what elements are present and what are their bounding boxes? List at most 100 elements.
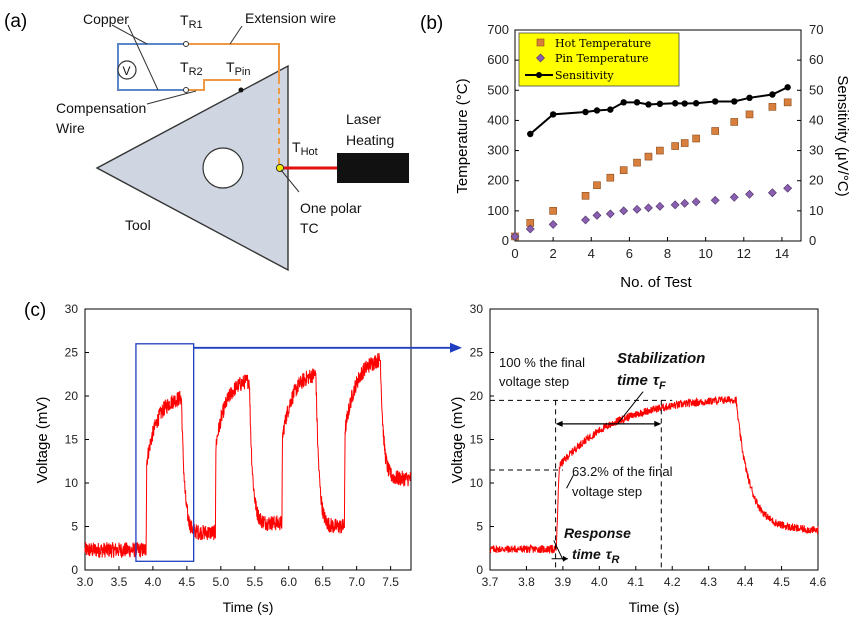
sensitivity-point [681, 100, 688, 107]
x-tick-label: 4.4 [737, 575, 754, 589]
chart-b-ticks: 0 2 4 6 8 10 12 14 0 100 200 300 400 500 600 700 0 10 20 30… [487, 22, 823, 261]
pin-temperature-point [548, 219, 558, 229]
response-leader [553, 540, 564, 560]
legend-pin-marker [536, 53, 545, 63]
legend-hot-label: Hot Temperature [555, 37, 651, 50]
y-tick-label: 5 [476, 520, 483, 534]
pin-temperature-point [745, 189, 754, 199]
x-tick-label: 3.7 [482, 575, 499, 589]
chart-c-right: 3.7 3.8 3.9 4.0 4.1 4.2 4.3 4.4 4.5 4.6 0 5 10 15 20 25… [449, 302, 827, 615]
chart-c-right-annotations [490, 391, 673, 570]
ann-63-line2: voltage step [572, 484, 642, 499]
ann-63-line1: 63.2% of the final [572, 464, 673, 479]
x-tick-label: 5.0 [212, 575, 229, 589]
extension-wire-label: Extension wire [245, 10, 336, 26]
x-tick-label: 4.5 [773, 575, 790, 589]
hot-temperature-point [656, 146, 664, 155]
pin-temperature-point [581, 215, 590, 225]
hot-temperature-point [671, 142, 679, 150]
chart-c-left-ticks: 3.0 3.5 4.0 4.5 5.0 5.5 6.0 6.5 7.0 7.5 0 5 10 15 20 25… [65, 302, 400, 589]
pin-temperature-point [655, 201, 665, 211]
sensitivity-point [731, 98, 738, 105]
stabilization-arrow-left-head [555, 420, 563, 427]
y-tick-label: 10 [65, 476, 79, 490]
pin-temperature-point [592, 210, 602, 220]
hot-temperature-point [581, 191, 590, 200]
pin-temperature-point [605, 209, 615, 219]
ann-100-line1: 100 % the final [499, 355, 585, 370]
legend-sens-marker [536, 72, 542, 78]
y-tick-label: 200 [487, 173, 509, 188]
tool-label: Tool [125, 217, 151, 233]
pin-temperature-point [510, 232, 520, 241]
y2-tick-label: 50 [809, 82, 823, 97]
ann-stab-time: time τF [617, 372, 666, 392]
tc-label-line1: One polar [300, 200, 362, 216]
sensitivity-point [692, 100, 700, 107]
hot-temperature-point [745, 110, 754, 119]
copper-wire-bottom [117, 70, 186, 91]
copper-wire-top [117, 43, 186, 70]
sensitivity-point [784, 84, 791, 91]
sensitivity-point [769, 91, 776, 98]
sensitivity-point [656, 100, 664, 108]
compensation-wire-line [186, 79, 241, 91]
x-tick-label: 6 [626, 246, 633, 261]
voltmeter-icon [117, 60, 137, 80]
ann-resp-main: Response [564, 525, 631, 541]
hot-temperature-point [593, 181, 601, 190]
chart-c-left: 3.0 3.5 4.0 4.5 5.0 5.5 6.0 6.5 7.0 7.5 0 5 10 15 20 25… [34, 302, 412, 615]
x-tick-label: 4 [588, 246, 595, 261]
chart-c-right-xlabel: Time (s) [629, 599, 680, 615]
compensation-label-line2: Wire [56, 120, 85, 136]
response-arrow-head [562, 555, 568, 562]
voltage-63-leader [566, 474, 575, 489]
y-tick-label: 15 [65, 433, 79, 447]
copper-leader-2 [127, 24, 159, 91]
chart-b-legend: Hot Temperature Pin Temperature Sensitiv… [518, 32, 680, 87]
chart-b: 0 2 4 6 8 10 12 14 0 100 200 300 400 500 600 700 0 10 20 30… [454, 22, 851, 291]
junction-pin [238, 87, 244, 93]
x-tick-label: 3.5 [111, 575, 128, 589]
x-tick-label: 4.3 [700, 575, 717, 589]
voltage-trace-long [84, 353, 412, 558]
pin-temperature-point [632, 204, 642, 214]
y-tick-label: 15 [470, 433, 484, 447]
chart-c-left-xlabel: Time (s) [223, 599, 274, 615]
sensitivity-point [527, 130, 534, 138]
y-tick-label: 20 [65, 389, 79, 403]
copper-leader-1 [111, 24, 148, 45]
x-tick-label: 4.5 [179, 575, 196, 589]
stabilization-arrow-right-head [654, 420, 662, 427]
chart-c-right-ticks: 3.7 3.8 3.9 4.0 4.1 4.2 4.3 4.4 4.5 4.6 0 5 10 15 20 25… [470, 302, 827, 589]
hot-temperature-point [633, 158, 641, 167]
ann-resp-time: time τR [572, 546, 620, 566]
x-tick-label: 2 [550, 246, 557, 261]
pin-temperature-point [525, 224, 535, 234]
panel-label-c: (c) [24, 300, 46, 321]
x-tick-label: 7.5 [382, 575, 399, 589]
x-tick-label: 6.5 [314, 575, 331, 589]
y-tick-label: 30 [470, 302, 484, 316]
pin-temperature-point [619, 206, 629, 216]
hot-temperature-point [606, 173, 615, 182]
x-tick-label: 10 [698, 246, 712, 261]
y2-tick-label: 30 [809, 143, 823, 158]
t-pin-label: TPin [226, 59, 250, 78]
y-tick-label: 700 [487, 22, 509, 37]
y2-tick-label: 40 [809, 112, 823, 127]
tool-hole [202, 147, 244, 189]
chart-c-left-ylabel: Voltage (mV) [34, 397, 51, 484]
ann-100-line2: voltage step [499, 374, 569, 389]
sensitivity-point [671, 100, 679, 107]
y-tick-label: 0 [476, 563, 483, 577]
y-tick-label: 400 [487, 112, 509, 127]
x-tick-label: 0 [511, 246, 518, 261]
tool-triangle [95, 64, 289, 272]
hot-temperature-point [711, 127, 720, 135]
y2-tick-label: 60 [809, 52, 823, 67]
x-tick-label: 3.0 [77, 575, 94, 589]
x-tick-label: 3.9 [555, 575, 572, 589]
y2-tick-label: 70 [809, 22, 823, 37]
voltmeter-label: V [123, 64, 131, 78]
